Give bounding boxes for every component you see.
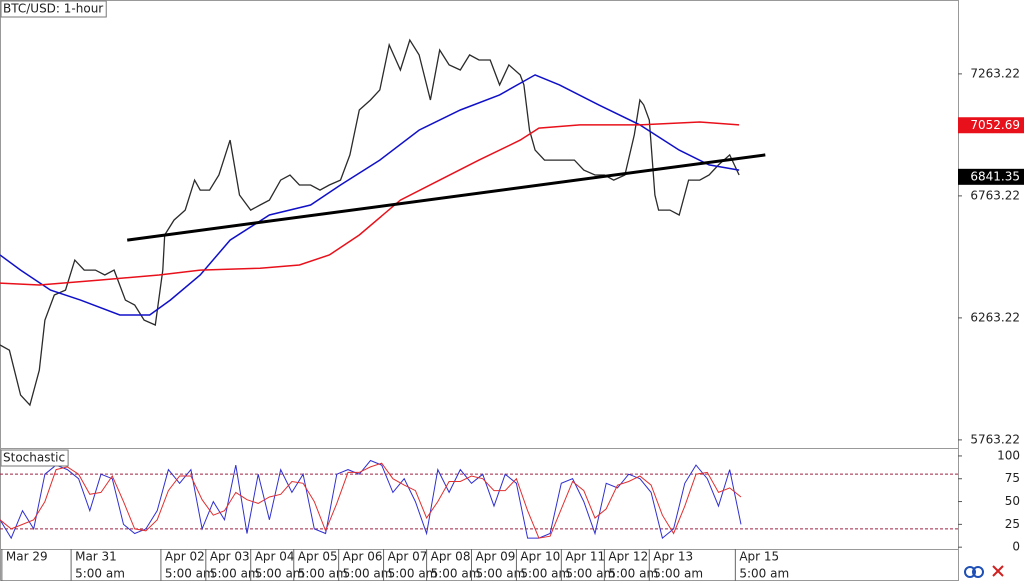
x-tick-time: 5:00 am <box>431 567 481 581</box>
link-icon-2[interactable] <box>972 566 984 578</box>
y-tick-label: 50 <box>1005 494 1020 508</box>
close-icon[interactable] <box>992 565 1004 577</box>
x-tick-label: Mar 29 <box>6 550 48 564</box>
x-tick-time: 5:00 am <box>739 567 789 581</box>
series-line <box>0 459 742 540</box>
x-tick-time: 5:00 am <box>210 567 260 581</box>
x-tick-label: Apr 08 <box>431 550 471 564</box>
x-tick-label: Mar 31 <box>75 550 117 564</box>
x-tick-time: 5:00 am <box>343 567 393 581</box>
x-tick-time: 5:00 am <box>476 567 526 581</box>
y-tick-label: 6763.22 <box>970 188 1020 202</box>
x-tick-time: 5:00 am <box>608 567 658 581</box>
x-tick-time: 5:00 am <box>255 567 305 581</box>
y-tick-label: 0 <box>1012 540 1020 554</box>
x-tick-time: 5:00 am <box>520 567 570 581</box>
title-box <box>0 0 107 18</box>
chart-title: BTC/USD: 1-hour <box>3 2 103 16</box>
x-tick-label: Apr 06 <box>343 550 383 564</box>
x-tick-label: Apr 04 <box>255 550 295 564</box>
x-tick-time: 5:00 am <box>653 567 703 581</box>
title-box <box>0 449 69 467</box>
y-tick-label: 6263.22 <box>970 310 1020 324</box>
series-line <box>0 38 740 407</box>
y-tick-label: 7263.22 <box>970 66 1020 80</box>
x-tick-time: 5:00 am <box>75 567 125 581</box>
footer-icons[interactable] <box>964 565 1004 578</box>
x-tick-time: 5:00 am <box>165 567 215 581</box>
x-tick-time: 5:00 am <box>388 567 438 581</box>
price-label-box <box>958 117 1024 134</box>
x-tick-time: 5:00 am <box>298 567 348 581</box>
series-line <box>0 462 742 539</box>
x-tick-label: Apr 15 <box>739 550 779 564</box>
x-tick-label: Apr 13 <box>653 550 693 564</box>
plot-frame <box>0 0 959 581</box>
x-tick-label: Apr 12 <box>608 550 648 564</box>
y-tick-label: 100 <box>997 448 1020 462</box>
price-label: 6841.35 <box>970 169 1020 183</box>
x-tick-time: 5:00 am <box>565 567 615 581</box>
x-tick-label: Apr 10 <box>520 550 560 564</box>
link-icon[interactable] <box>964 566 976 578</box>
x-tick-label: Apr 09 <box>476 550 516 564</box>
y-tick-label: 75 <box>1005 471 1020 485</box>
x-tick-label: Apr 11 <box>565 550 605 564</box>
x-tick-label: Apr 02 <box>165 550 205 564</box>
y-tick-label: 25 <box>1005 517 1020 531</box>
x-tick-label: Apr 07 <box>388 550 428 564</box>
x-tick-label: Apr 03 <box>210 550 250 564</box>
chart-title: Stochastic <box>3 451 65 465</box>
y-tick-label: 5763.22 <box>970 432 1020 446</box>
price-label: 7052.69 <box>970 118 1020 132</box>
series-line <box>0 74 740 316</box>
series-line <box>127 153 766 242</box>
series-line <box>0 121 740 286</box>
price-label-box <box>958 168 1024 185</box>
x-tick-label: Apr 05 <box>298 550 338 564</box>
